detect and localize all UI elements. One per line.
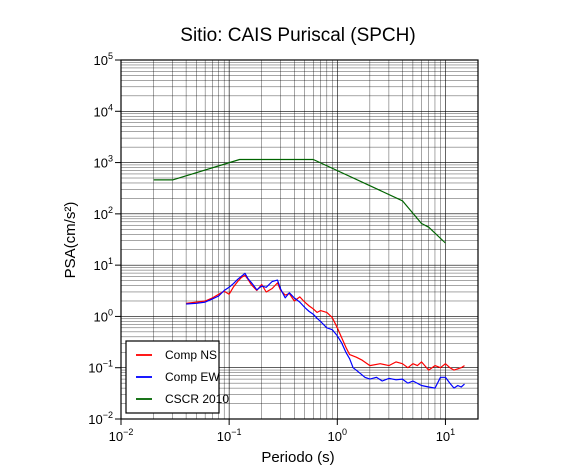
series-lines [153, 158, 465, 389]
x-tick-label: 100 [328, 427, 347, 444]
axis-ticks: 10−2 10−1 100 101 10−2 10−1 100 101 102 103 104 105 [88, 51, 455, 444]
grid-lines [120, 59, 479, 420]
y-tick-label: 102 [94, 205, 113, 222]
y-tick-label: 100 [94, 307, 113, 324]
x-axis-label: Periodo (s) [261, 449, 334, 466]
legend: Comp NS Comp EW CSCR 2010 [125, 340, 229, 414]
legend-label: CSCR 2010 [165, 392, 229, 406]
plot-frame [120, 59, 479, 420]
y-tick-label: 101 [94, 256, 113, 273]
y-tick-label: 10−1 [88, 359, 113, 376]
series-line-cscr-2010 [153, 158, 446, 244]
chart-title: Sitio: CAIS Puriscal (SPCH) [180, 25, 415, 46]
series-line-comp-ns [186, 274, 465, 371]
legend-label: Comp EW [165, 370, 220, 384]
y-tick-label: 104 [94, 102, 113, 119]
y-axis-label: PSA(cm/s²) [62, 202, 79, 279]
x-tick-label: 10−1 [217, 427, 242, 444]
x-tick-label: 10−2 [109, 427, 134, 444]
y-tick-label: 103 [94, 154, 113, 171]
x-tick-label: 101 [436, 427, 455, 444]
y-tick-label: 105 [94, 51, 113, 68]
legend-label: Comp NS [165, 348, 217, 362]
y-tick-label: 10−2 [88, 410, 113, 427]
series-line-comp-ew [186, 272, 465, 389]
